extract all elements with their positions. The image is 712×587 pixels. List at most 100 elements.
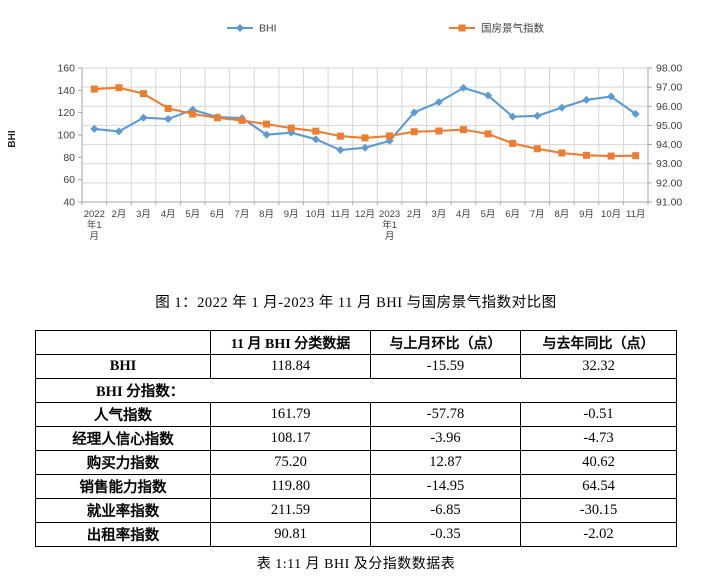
row-value: 119.80 xyxy=(210,474,371,499)
svg-text:2月: 2月 xyxy=(407,209,422,220)
row-value: 32.32 xyxy=(520,354,677,379)
table-row: 人气指数 161.79 -57.78 -0.51 xyxy=(35,402,677,427)
chart-axes xyxy=(78,67,652,205)
row-value: -3.96 xyxy=(370,426,521,451)
row-value: 108.17 xyxy=(210,426,371,451)
svg-text:9月: 9月 xyxy=(579,209,594,220)
legend-label: BHI xyxy=(259,23,277,35)
svg-text:6月: 6月 xyxy=(210,209,225,220)
svg-text:60: 60 xyxy=(63,174,75,186)
row-label: 人气指数 xyxy=(35,402,211,427)
svg-text:11月: 11月 xyxy=(331,209,350,220)
row-value: -14.95 xyxy=(370,474,521,499)
svg-text:91.00: 91.00 xyxy=(656,197,682,209)
row-value: -15.59 xyxy=(370,354,521,379)
row-value: 211.59 xyxy=(210,498,371,523)
header-cell: 与去年同比（点） xyxy=(520,330,677,355)
row-value: -57.78 xyxy=(370,402,521,427)
svg-text:5月: 5月 xyxy=(481,209,496,220)
svg-text:92.00: 92.00 xyxy=(656,177,682,189)
svg-text:月: 月 xyxy=(385,231,395,242)
svg-text:95.00: 95.00 xyxy=(656,120,682,132)
svg-text:6月: 6月 xyxy=(505,209,520,220)
row-value: 75.20 xyxy=(210,450,371,475)
svg-text:11月: 11月 xyxy=(626,209,645,220)
svg-text:12月: 12月 xyxy=(355,209,375,220)
svg-text:7月: 7月 xyxy=(235,209,250,220)
header-cell: 与上月环比（点） xyxy=(370,330,521,355)
svg-text:3月: 3月 xyxy=(431,209,446,220)
row-value: -0.35 xyxy=(370,522,521,547)
svg-text:3月: 3月 xyxy=(136,209,151,220)
svg-text:4月: 4月 xyxy=(456,209,471,220)
left-axis-tick-labels: 160 140 120 100 80 60 40 xyxy=(57,63,75,209)
svg-text:2月: 2月 xyxy=(112,209,127,220)
series-climate-index xyxy=(90,84,640,160)
row-value: 64.54 xyxy=(520,474,677,499)
right-axis-tick-labels: 98.00 97.00 96.00 95.00 94.00 93.00 92.00 91.00 xyxy=(656,63,682,209)
svg-text:97.00: 97.00 xyxy=(656,82,682,94)
table-row: 就业率指数 211.59 -6.85 -30.15 xyxy=(35,498,677,523)
row-label: BHI xyxy=(35,354,211,379)
row-value: -0.51 xyxy=(520,402,677,427)
bhi-comparison-chart: 160 140 120 100 80 60 40 98.00 97.00 96.00 95.00 94… xyxy=(7,22,682,243)
svg-text:年1: 年1 xyxy=(87,219,102,231)
svg-text:7月: 7月 xyxy=(530,209,545,220)
table-row: 购买力指数 75.20 12.87 40.62 xyxy=(35,450,677,475)
row-value: -30.15 xyxy=(520,498,677,523)
header-cell: 11 月 BHI 分类数据 xyxy=(210,330,371,355)
figure-caption: 图 1：2022 年 1 月-2023 年 11 月 BHI 与国房景气指数对比… xyxy=(155,295,557,311)
svg-text:120: 120 xyxy=(57,107,75,119)
svg-text:5月: 5月 xyxy=(185,209,200,220)
svg-text:94.00: 94.00 xyxy=(656,139,682,151)
table-row: 出租率指数 90.81 -0.35 -2.02 xyxy=(35,522,677,547)
chart-gridlines xyxy=(81,67,649,203)
table-row: 经理人信心指数 108.17 -3.96 -4.73 xyxy=(35,426,677,451)
row-value: -2.02 xyxy=(520,522,677,547)
chart-legend: BHI 国房景气指数 xyxy=(227,22,544,35)
row-value: 90.81 xyxy=(210,522,371,547)
table-row: BHI 分指数： xyxy=(35,378,677,403)
svg-text:4月: 4月 xyxy=(161,209,176,220)
row-label: 出租率指数 xyxy=(35,522,211,547)
svg-text:10月: 10月 xyxy=(601,209,621,220)
series-bhi xyxy=(90,83,640,155)
table-header: 11 月 BHI 分类数据 与上月环比（点） 与去年同比（点） xyxy=(35,330,677,355)
row-value: 12.87 xyxy=(370,450,521,475)
svg-text:98.00: 98.00 xyxy=(656,63,682,75)
legend-item-bhi: BHI xyxy=(227,23,277,35)
svg-text:9月: 9月 xyxy=(284,209,299,220)
legend-label: 国房景气指数 xyxy=(481,22,544,35)
svg-text:96.00: 96.00 xyxy=(656,101,682,113)
table-row: BHI 118.84 -15.59 32.32 xyxy=(35,354,677,379)
svg-text:40: 40 xyxy=(63,197,75,209)
table-caption: 表 1:11 月 BHI 及分指数数据表 xyxy=(256,557,456,572)
row-value: 40.62 xyxy=(520,450,677,475)
svg-text:93.00: 93.00 xyxy=(656,158,682,170)
svg-text:2022: 2022 xyxy=(84,209,105,220)
row-value: 161.79 xyxy=(210,402,371,427)
svg-text:80: 80 xyxy=(63,152,75,164)
left-axis-title: BHI xyxy=(7,130,18,147)
table-row: 销售能力指数 119.80 -14.95 64.54 xyxy=(35,474,677,499)
svg-text:140: 140 xyxy=(57,85,75,97)
svg-text:8月: 8月 xyxy=(554,209,569,220)
row-label: 销售能力指数 xyxy=(35,474,211,499)
row-label: 就业率指数 xyxy=(35,498,211,523)
section-row-label: BHI 分指数： xyxy=(35,378,677,403)
bhi-data-table: 11 月 BHI 分类数据 与上月环比（点） 与去年同比（点） BHI 118.84-… xyxy=(35,330,677,547)
legend-item-climate-index: 国房景气指数 xyxy=(449,22,544,35)
svg-text:2023: 2023 xyxy=(379,209,400,220)
svg-text:8月: 8月 xyxy=(259,209,274,220)
row-value: -4.73 xyxy=(520,426,677,451)
row-value: 118.84 xyxy=(210,354,371,379)
svg-text:100: 100 xyxy=(57,130,75,142)
svg-text:月: 月 xyxy=(90,231,100,242)
row-value: -6.85 xyxy=(370,498,521,523)
header-empty-cell xyxy=(35,330,211,355)
svg-text:年1: 年1 xyxy=(382,219,397,231)
svg-text:10月: 10月 xyxy=(306,209,326,220)
svg-text:160: 160 xyxy=(57,63,75,75)
